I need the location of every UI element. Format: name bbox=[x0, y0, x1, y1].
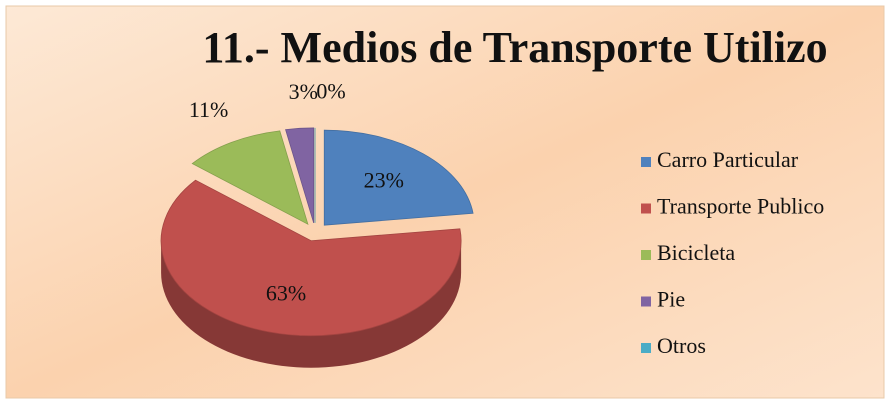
data-label: 3% bbox=[289, 79, 318, 104]
pie-sides bbox=[161, 240, 462, 368]
slice bbox=[191, 130, 309, 225]
data-label: 11% bbox=[189, 97, 229, 122]
legend-swatch bbox=[641, 203, 651, 214]
legend-label: Transporte Publico bbox=[657, 194, 824, 219]
slice bbox=[160, 179, 462, 337]
legend-swatch bbox=[641, 343, 651, 353]
chart-title: 11.- Medios de Transporte Utilizo bbox=[202, 23, 827, 72]
legend-label: Pie bbox=[657, 287, 685, 312]
legend-label: Bicicleta bbox=[657, 240, 735, 265]
pie-tops bbox=[160, 127, 474, 337]
legend-swatch bbox=[641, 296, 651, 307]
data-label: 0% bbox=[316, 78, 345, 103]
slice-side bbox=[161, 240, 462, 368]
legend-swatch bbox=[641, 157, 651, 167]
slice bbox=[285, 127, 315, 224]
legend-label: Otros bbox=[657, 333, 706, 358]
data-label: 23% bbox=[364, 167, 404, 192]
data-label: 63% bbox=[266, 281, 306, 306]
legend-swatch bbox=[641, 250, 651, 260]
legend-label: Carro Particular bbox=[657, 147, 799, 172]
slice bbox=[323, 129, 474, 226]
